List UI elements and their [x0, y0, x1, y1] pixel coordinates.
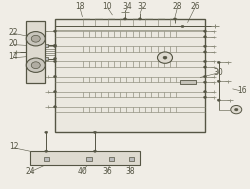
- Circle shape: [45, 150, 48, 152]
- Text: 32: 32: [138, 2, 147, 11]
- Text: 24: 24: [25, 167, 35, 176]
- Circle shape: [204, 91, 206, 93]
- Circle shape: [163, 56, 167, 59]
- Bar: [86, 157, 92, 161]
- Circle shape: [54, 57, 56, 60]
- Circle shape: [54, 75, 56, 78]
- Circle shape: [158, 52, 172, 63]
- Circle shape: [54, 44, 56, 46]
- Bar: [44, 44, 48, 47]
- Text: 34: 34: [122, 2, 132, 11]
- Circle shape: [181, 25, 184, 28]
- Circle shape: [217, 80, 220, 82]
- Text: 28: 28: [173, 2, 182, 11]
- Circle shape: [45, 131, 48, 133]
- Bar: [44, 57, 48, 60]
- Text: 26: 26: [190, 2, 200, 11]
- Bar: [180, 80, 196, 84]
- Circle shape: [54, 106, 56, 108]
- Text: 12: 12: [9, 142, 18, 151]
- Circle shape: [54, 91, 56, 93]
- Text: 16: 16: [238, 86, 247, 95]
- Text: 30: 30: [214, 68, 224, 77]
- Text: 36: 36: [103, 167, 113, 176]
- Circle shape: [217, 61, 220, 64]
- Circle shape: [31, 62, 40, 69]
- Bar: [55, 19, 205, 132]
- Circle shape: [94, 131, 96, 133]
- Circle shape: [204, 51, 206, 53]
- Circle shape: [204, 60, 206, 63]
- Circle shape: [138, 18, 141, 20]
- Circle shape: [26, 58, 45, 72]
- Circle shape: [31, 35, 40, 42]
- Bar: [30, 151, 140, 165]
- Text: 22: 22: [8, 28, 18, 37]
- Bar: [109, 157, 114, 161]
- Circle shape: [204, 36, 206, 38]
- Circle shape: [94, 150, 96, 152]
- Text: 38: 38: [125, 167, 135, 176]
- Circle shape: [217, 99, 220, 101]
- Circle shape: [204, 75, 206, 78]
- Circle shape: [234, 108, 238, 111]
- Text: 20: 20: [8, 39, 18, 48]
- Circle shape: [26, 32, 45, 46]
- Circle shape: [54, 45, 56, 47]
- Bar: [26, 21, 45, 83]
- Bar: [129, 157, 134, 161]
- Circle shape: [231, 105, 242, 114]
- Circle shape: [174, 18, 176, 20]
- Text: 14: 14: [8, 52, 18, 61]
- Text: 10: 10: [103, 2, 112, 11]
- Circle shape: [204, 66, 206, 68]
- Circle shape: [204, 30, 206, 32]
- Circle shape: [204, 81, 206, 83]
- Circle shape: [54, 30, 56, 32]
- Circle shape: [124, 18, 126, 20]
- Bar: [44, 157, 49, 161]
- Text: 18: 18: [75, 2, 85, 11]
- Circle shape: [204, 96, 206, 98]
- Circle shape: [204, 45, 206, 47]
- Text: 40: 40: [78, 167, 88, 176]
- Circle shape: [54, 60, 56, 63]
